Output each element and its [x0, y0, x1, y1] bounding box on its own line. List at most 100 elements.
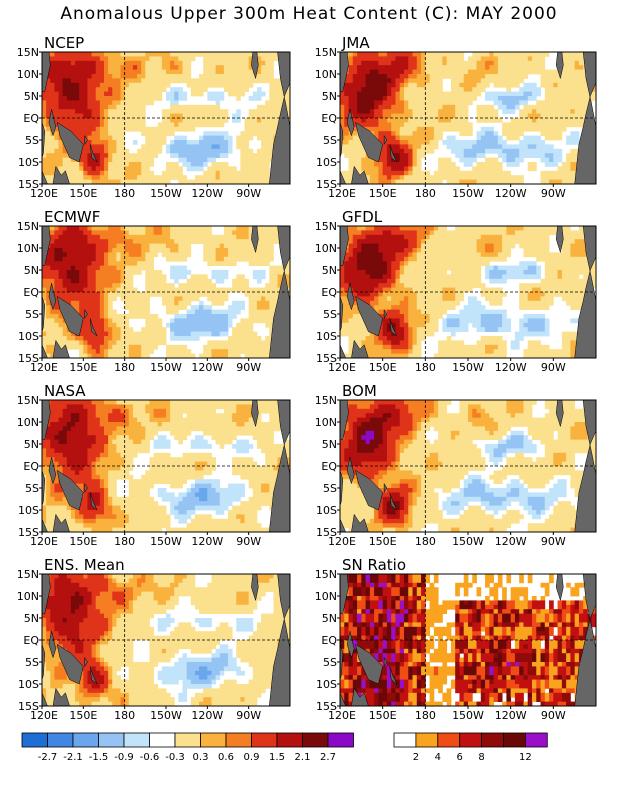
heatmap-cell [240, 256, 245, 262]
heatmap-cell [75, 234, 80, 240]
heatmap-cell [232, 234, 237, 240]
heatmap-cell [157, 131, 163, 136]
heatmap-cell [112, 344, 117, 350]
heatmap-cell [369, 179, 375, 185]
heatmap-cell [141, 331, 146, 337]
heatmap-cell [50, 322, 55, 328]
heatmap-cell [149, 265, 154, 271]
heatmap-cell [104, 318, 109, 324]
heatmap-cell [256, 179, 262, 185]
heatmap-cell [50, 69, 55, 75]
heatmap-cell [497, 144, 503, 150]
heatmap-cell [46, 274, 51, 280]
heatmap-cell [549, 82, 554, 88]
heatmap-cell [91, 162, 97, 167]
heatmap-cell [248, 331, 254, 337]
heatmap-cell [476, 109, 482, 114]
heatmap-cell [273, 104, 278, 110]
heatmap-cell [58, 82, 64, 88]
heatmap-cell [527, 113, 533, 119]
heatmap-cell [66, 82, 72, 88]
heatmap-cell [170, 166, 175, 172]
heatmap-cell [361, 322, 366, 328]
heatmap-cell [463, 100, 469, 106]
heatmap-cell [540, 100, 546, 106]
heatmap-cell [182, 153, 188, 158]
heatmap-cell [421, 135, 426, 141]
heatmap-cell [46, 96, 51, 101]
heatmap-cell [365, 69, 371, 75]
heatmap-cell [87, 353, 92, 359]
heatmap-cell [199, 153, 204, 158]
heatmap-cell [95, 74, 101, 79]
heatmap-cell [236, 336, 241, 341]
heatmap-cell [149, 87, 154, 92]
heatmap-cell [386, 170, 392, 176]
heatmap-cell [480, 126, 486, 132]
heatmap-cell [361, 331, 366, 337]
heatmap-cell [104, 309, 109, 315]
heatmap-cell [476, 179, 482, 185]
heatmap-cell [442, 118, 448, 123]
heatmap-cell [219, 322, 225, 328]
heatmap-cell [244, 126, 250, 132]
heatmap-cell [399, 140, 405, 145]
heatmap-cell [62, 60, 68, 66]
heatmap-cell [269, 52, 274, 57]
heatmap-cell [395, 162, 401, 167]
heatmap-cell [116, 56, 121, 62]
heatmap-cell [83, 349, 88, 354]
heatmap-cell [378, 131, 384, 136]
y-tick-label: 15S [18, 352, 39, 365]
heatmap-cell [137, 256, 142, 262]
heatmap-cell [161, 60, 167, 66]
heatmap-cell [141, 113, 146, 119]
heatmap-cell [54, 82, 59, 88]
heatmap-cell [95, 109, 101, 114]
heatmap-cell [232, 175, 237, 180]
heatmap-cell [120, 78, 126, 84]
heatmap-cell [112, 314, 117, 319]
heatmap-cell [141, 336, 146, 341]
heatmap-cell [199, 52, 204, 57]
heatmap-cell [269, 252, 274, 258]
heatmap-cell [514, 56, 520, 62]
heatmap-cell [429, 118, 435, 123]
heatmap-cell [95, 118, 101, 123]
heatmap-cell [485, 118, 490, 123]
heatmap-cell [75, 274, 80, 280]
heatmap-cell [207, 318, 212, 324]
heatmap-cell [352, 126, 358, 132]
heatmap-cell [166, 234, 171, 240]
heatmap-cell [433, 170, 439, 176]
heatmap-cell [79, 248, 84, 253]
heatmap-cell [446, 52, 452, 57]
heatmap-cell [489, 78, 494, 84]
heatmap-cell [199, 353, 204, 359]
heatmap-cell [357, 162, 362, 167]
heatmap-cell [240, 248, 245, 253]
heatmap-cell [352, 109, 358, 114]
heatmap-cell [203, 309, 208, 315]
heatmap-cell [95, 296, 101, 302]
heatmap-cell [527, 52, 533, 57]
heatmap-cell [236, 140, 241, 145]
heatmap-cell [153, 131, 159, 136]
heatmap-cell [104, 60, 109, 66]
heatmap-cell [182, 270, 188, 275]
heatmap-cell [112, 109, 117, 114]
heatmap-cell [256, 122, 262, 128]
heatmap-cell [112, 140, 117, 145]
heatmap-cell [269, 126, 274, 132]
heatmap-cell [66, 226, 72, 231]
heatmap-cell [544, 157, 550, 163]
heatmap-cell [480, 52, 486, 57]
heatmap-cell [79, 239, 84, 244]
heatmap-cell [194, 336, 200, 341]
heatmap-cell [416, 56, 422, 62]
heatmap-cell [352, 296, 358, 302]
heatmap-cell [120, 148, 126, 154]
heatmap-cell [557, 91, 563, 97]
heatmap-cell [248, 327, 254, 332]
heatmap-cell [480, 144, 486, 150]
